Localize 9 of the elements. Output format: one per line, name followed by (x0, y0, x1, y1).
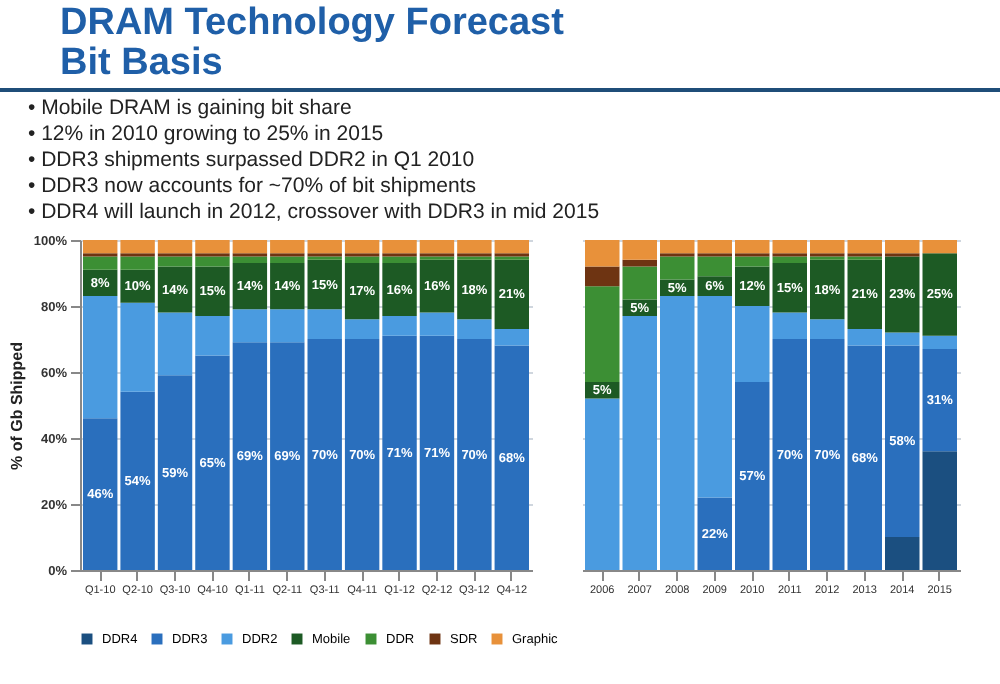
text: • 12% in 2010 growing to 25% in 2015 (28, 122, 386, 148)
y-axis-title: % of Gb Shipped (7, 341, 26, 470)
text: • DDR3 now accounts for ~70% of bit shipments (28, 174, 478, 200)
text: • DDR3 shipments surpassed DDR2 in Q1 2010 (28, 148, 477, 174)
bar (585, 266, 620, 287)
chart-subtitle: Bit Basis (60, 42, 225, 84)
text: • DDR4 will launch in 2012, crossover with DDR3 in mid 2015 (28, 200, 602, 226)
chart-title: DRAM Technology Forecast (60, 2, 566, 44)
text: • Mobile DRAM is gaining bit share (28, 96, 354, 122)
